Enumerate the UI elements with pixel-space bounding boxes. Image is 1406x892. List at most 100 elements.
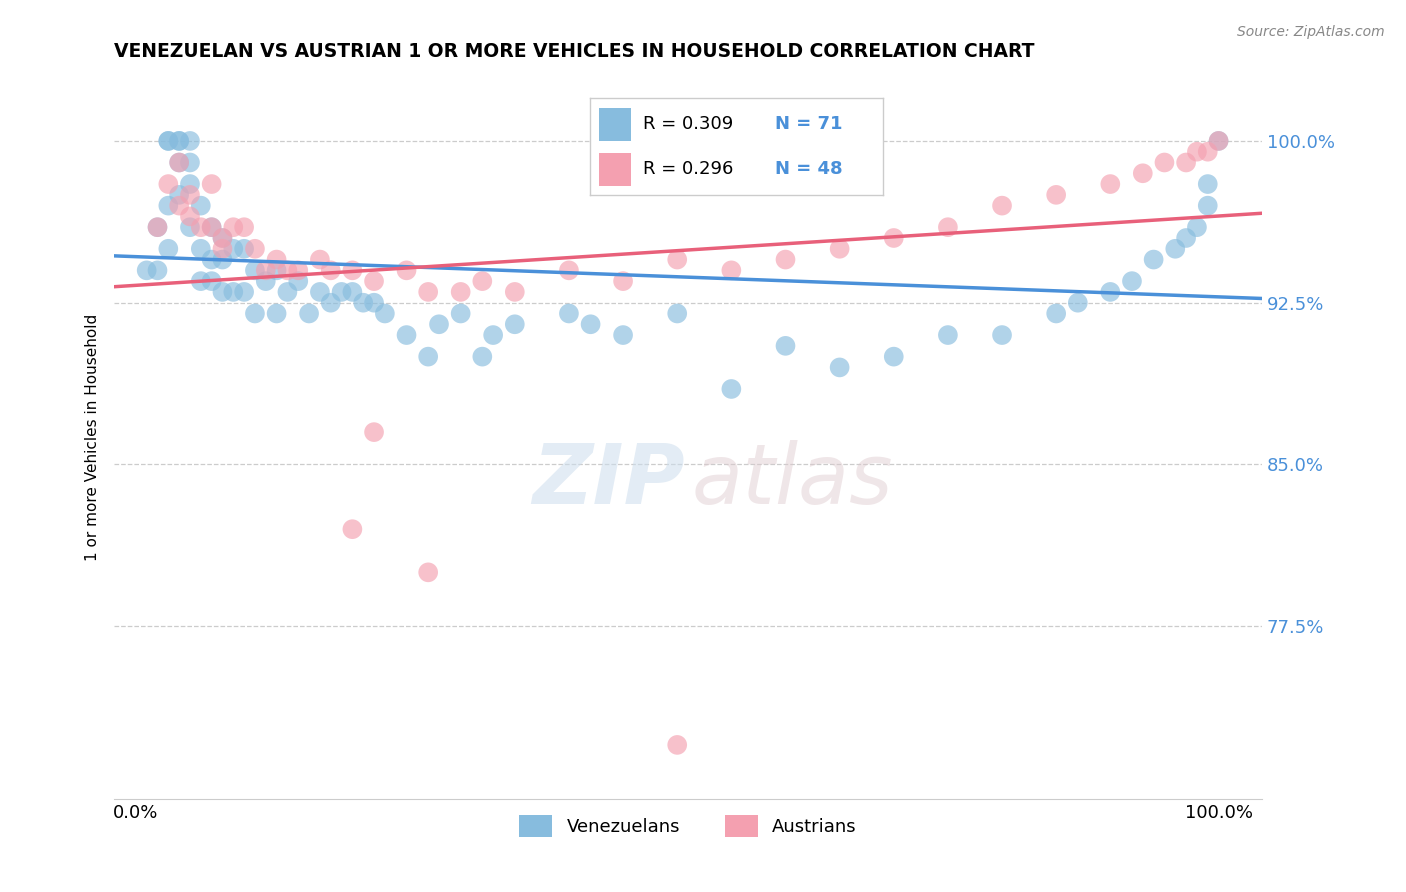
Text: atlas: atlas [692, 441, 893, 522]
Point [211, 231, 233, 245]
Point [1197, 177, 1219, 191]
Point [828, 360, 851, 375]
Point [201, 252, 224, 267]
Point [190, 220, 212, 235]
Point [363, 425, 385, 439]
Point [330, 285, 353, 299]
Point [395, 263, 418, 277]
Point [179, 155, 201, 169]
Point [471, 350, 494, 364]
Point [309, 252, 332, 267]
Point [450, 285, 472, 299]
Point [276, 285, 298, 299]
Point [190, 274, 212, 288]
Point [233, 242, 256, 256]
Point [276, 263, 298, 277]
Point [1197, 199, 1219, 213]
Point [222, 242, 245, 256]
Y-axis label: 1 or more Vehicles in Household: 1 or more Vehicles in Household [86, 314, 100, 561]
Point [266, 306, 288, 320]
Point [179, 134, 201, 148]
Point [190, 199, 212, 213]
Point [1164, 242, 1187, 256]
Point [1099, 285, 1122, 299]
Point [211, 285, 233, 299]
Point [720, 382, 742, 396]
Point [157, 199, 180, 213]
Point [1208, 134, 1230, 148]
Point [243, 242, 266, 256]
Point [775, 339, 797, 353]
Point [254, 274, 277, 288]
Point [201, 177, 224, 191]
Point [266, 252, 288, 267]
Point [287, 274, 309, 288]
Point [179, 187, 201, 202]
Point [427, 318, 450, 332]
Point [450, 306, 472, 320]
Point [503, 318, 526, 332]
Point [1185, 145, 1208, 159]
Point [1208, 134, 1230, 148]
Point [1121, 274, 1143, 288]
Point [579, 318, 602, 332]
Point [883, 231, 905, 245]
Point [146, 220, 169, 235]
Point [179, 220, 201, 235]
Point [135, 263, 157, 277]
Point [287, 263, 309, 277]
Point [179, 177, 201, 191]
Point [201, 220, 224, 235]
Point [936, 328, 959, 343]
Point [666, 306, 689, 320]
Point [1045, 306, 1067, 320]
Point [374, 306, 396, 320]
Point [167, 134, 190, 148]
Point [342, 522, 364, 536]
Point [157, 242, 180, 256]
Point [201, 274, 224, 288]
Point [167, 187, 190, 202]
Point [319, 295, 342, 310]
Point [418, 350, 440, 364]
Point [266, 263, 288, 277]
Point [1143, 252, 1166, 267]
Point [828, 242, 851, 256]
Point [157, 134, 180, 148]
Point [1185, 220, 1208, 235]
Point [319, 263, 342, 277]
Point [254, 263, 277, 277]
Point [233, 285, 256, 299]
Point [612, 274, 634, 288]
Point [157, 134, 180, 148]
Point [243, 306, 266, 320]
Point [211, 231, 233, 245]
Point [418, 285, 440, 299]
Point [222, 220, 245, 235]
Point [666, 252, 689, 267]
Point [1067, 295, 1090, 310]
Point [146, 263, 169, 277]
Point [179, 210, 201, 224]
Point [157, 177, 180, 191]
Point [1197, 145, 1219, 159]
Point [233, 220, 256, 235]
Point [936, 220, 959, 235]
Point [222, 285, 245, 299]
Point [482, 328, 505, 343]
Point [720, 263, 742, 277]
Point [363, 295, 385, 310]
Point [612, 328, 634, 343]
Point [146, 220, 169, 235]
Text: ZIP: ZIP [531, 441, 685, 522]
Point [167, 134, 190, 148]
Point [1175, 231, 1198, 245]
Text: VENEZUELAN VS AUSTRIAN 1 OR MORE VEHICLES IN HOUSEHOLD CORRELATION CHART: VENEZUELAN VS AUSTRIAN 1 OR MORE VEHICLE… [114, 42, 1035, 61]
Text: Source: ZipAtlas.com: Source: ZipAtlas.com [1237, 25, 1385, 39]
Point [775, 252, 797, 267]
Point [1175, 155, 1198, 169]
Point [991, 328, 1014, 343]
Point [991, 199, 1014, 213]
Point [352, 295, 374, 310]
Point [298, 306, 321, 320]
